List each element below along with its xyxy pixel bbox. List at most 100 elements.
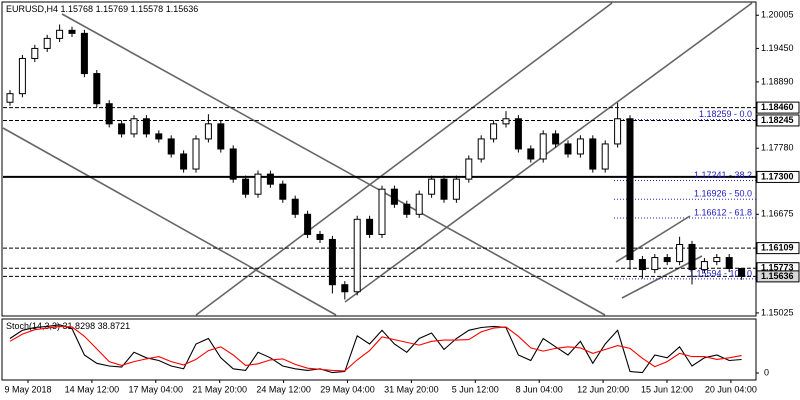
x-tick-label: 29 May 04:00 [320,384,375,394]
level-box [756,170,800,183]
candle-body [118,123,126,135]
y-tick-label: 1.15025 [761,307,794,317]
x-tick-label: 21 May 20:00 [192,384,247,394]
candle-body [527,148,535,160]
fib-label: 1.18259 - 0.0 [699,109,752,119]
candle-body [440,178,448,200]
candle-body [229,148,237,180]
candle-body [390,188,398,205]
candle-body [676,243,684,263]
candle-body [204,123,212,140]
stoch-line [9,325,742,372]
candle-body [291,198,299,215]
candle-body [266,173,274,185]
x-tick-label: 20 Jun 04:00 [705,384,757,394]
candle-body [638,259,646,271]
candle-body [43,37,51,49]
y-tick-label: 1.17780 [761,143,794,153]
candle-body [576,138,584,155]
candle-body [353,218,361,293]
candle-body [56,29,64,39]
fib-label: 1.15594 - 100.0 [689,268,752,278]
candle-body [155,133,163,140]
stoch-tick-label: 0 [764,367,769,377]
candle-body [6,93,14,103]
candle-body [192,138,200,170]
candle-body [539,133,547,160]
stoch-line [9,324,742,374]
candle-body [105,103,113,125]
candle-body [18,57,26,95]
level-label: 1.18245 [761,115,794,125]
x-tick-label: 9 May 2018 [4,384,51,394]
level-label: 1.15773 [761,263,794,273]
candle-body [601,143,609,170]
candle-body [477,138,485,160]
x-tick-label: 24 May 12:00 [256,384,311,394]
candle-body [688,243,696,271]
candle-body [700,261,708,271]
candle-body [242,178,250,195]
level-box [756,101,800,114]
candle-body [93,73,101,105]
candle-body [403,203,411,215]
level-label: 1.17300 [761,171,794,181]
candle-body [167,138,175,155]
candle-body [80,32,88,75]
fib-label: 1.17241 - 38.2 [694,170,752,180]
candle-body [279,183,287,200]
candle-body [651,257,659,271]
x-tick-label: 15 Jun 12:00 [641,384,693,394]
candle-body [713,257,721,263]
candle-body [304,213,312,235]
candle-body [180,153,188,170]
trend-line [2,127,337,316]
candle-body [725,257,733,269]
y-tick-label: 1.19450 [761,43,794,53]
candle-body [428,178,436,195]
candle-body [217,123,225,150]
level-label: 1.15636 [761,271,794,281]
level-label: 1.18460 [761,102,794,112]
fib-label: 1.16612 - 61.8 [694,207,752,217]
x-tick-label: 17 May 04:00 [129,384,184,394]
candle-body [589,138,597,170]
candle-body [254,173,262,195]
level-box [756,114,800,127]
level-label: 1.16109 [761,242,794,252]
symbol-label: EURUSD,H4 1.15768 1.15769 1.15578 1.1563… [6,4,198,14]
candle-body [328,238,336,286]
trend-lines [2,2,753,316]
stoch-label: Stoch(14,3,3) 31.8298 38.8721 [6,321,130,331]
y-tick-label: 1.20005 [761,10,794,20]
candle-body [502,118,510,125]
x-tick-label: 5 Jun 12:00 [452,384,499,394]
candle-body [663,257,671,263]
candle-body [415,193,423,215]
trend-line [344,2,753,303]
candle-body [142,118,150,135]
candle-body [316,233,324,240]
trend-line [195,2,613,316]
x-tick-label: 14 May 12:00 [65,384,120,394]
candle-body [738,267,746,277]
candle-body [626,118,634,261]
y-tick-label: 1.18890 [761,76,794,86]
candle-body [514,118,522,150]
candle-body [552,133,560,145]
candle-body [378,188,386,235]
candle-body [366,218,374,235]
candle-body [490,123,498,140]
x-tick-label: 12 Jun 20:00 [577,384,629,394]
candle-body [130,118,138,135]
candle-body [31,47,39,59]
level-box [756,242,800,255]
trend-line [61,13,606,316]
x-tick-label: 8 Jun 04:00 [516,384,563,394]
stoch-panel [1,318,757,381]
x-tick-label: 31 May 20:00 [384,384,439,394]
candle-body [68,29,76,34]
candle-body [564,143,572,155]
